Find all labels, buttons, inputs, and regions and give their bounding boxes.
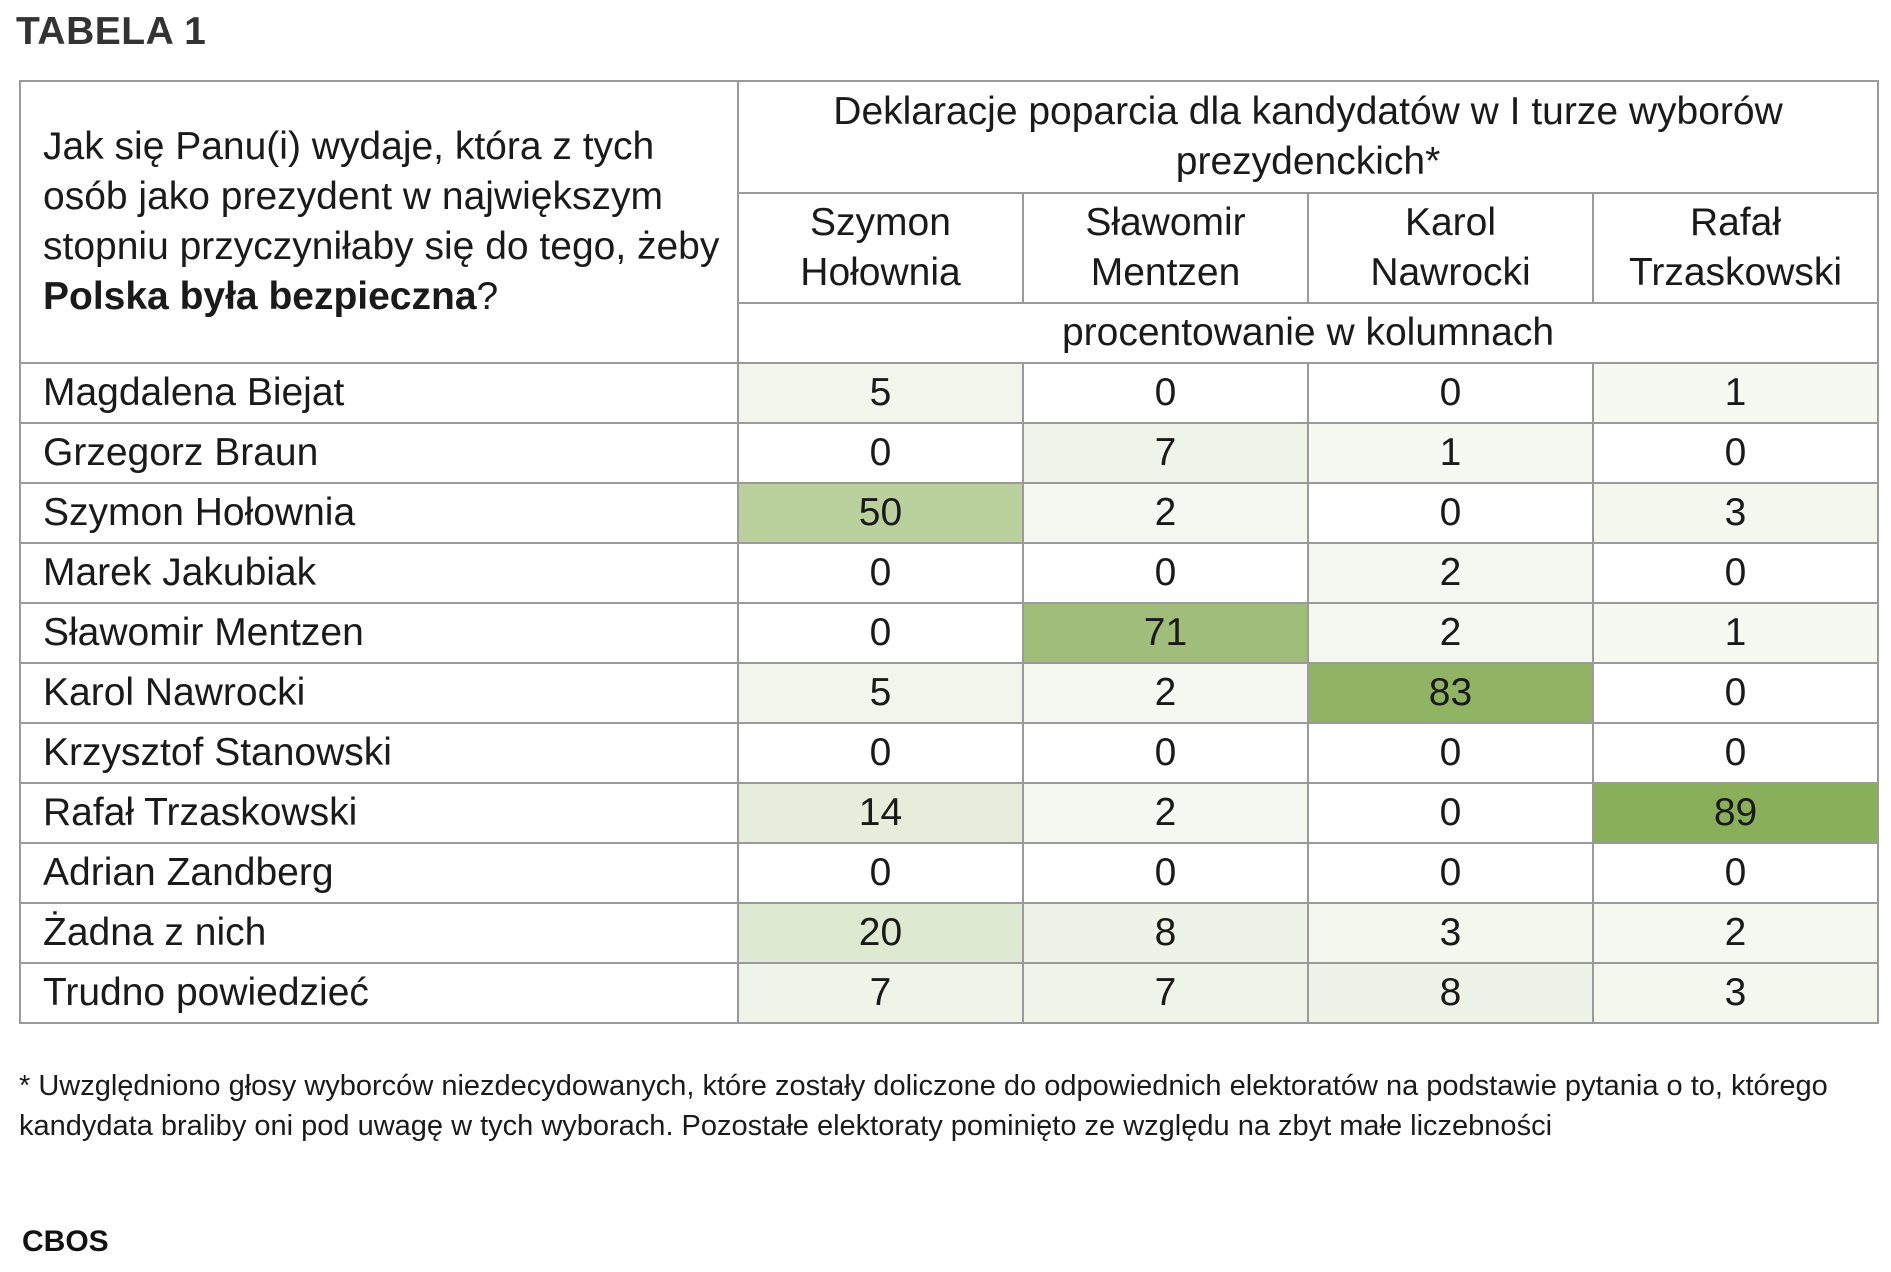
table-row: Trudno powiedzieć 7 7 8 3 xyxy=(19,962,1880,1024)
value-cell: 0 xyxy=(1591,662,1880,724)
row-label: Żadna z nich xyxy=(19,902,739,964)
value-cell: 0 xyxy=(1307,482,1594,544)
table-row: Karol Nawrocki 5 2 83 0 xyxy=(19,662,1880,724)
value-cell: 14 xyxy=(737,782,1024,844)
value-cell: 5 xyxy=(737,662,1024,724)
value-cell: 0 xyxy=(1591,842,1880,904)
column-header-line1: Sławomir xyxy=(1085,201,1246,244)
column-header: Szymon Hołownia xyxy=(737,192,1024,304)
table-row: Rafał Trzaskowski 14 2 0 89 xyxy=(19,782,1880,844)
value-cell: 89 xyxy=(1591,782,1880,844)
value-cell: 0 xyxy=(737,842,1024,904)
question-bold: Polska była bezpieczna xyxy=(43,275,477,318)
question-suffix: ? xyxy=(476,275,499,318)
row-label: Grzegorz Braun xyxy=(19,422,739,484)
row-label: Marek Jakubiak xyxy=(19,542,739,604)
value-cell: 0 xyxy=(1591,722,1880,784)
value-cell: 20 xyxy=(737,902,1024,964)
value-cell: 0 xyxy=(1591,422,1880,484)
value-cell: 50 xyxy=(737,482,1024,544)
table-row: Marek Jakubiak 0 0 2 0 xyxy=(19,542,1880,604)
value-cell: 1 xyxy=(1591,602,1880,664)
value-cell: 0 xyxy=(1022,542,1309,604)
row-label: Karol Nawrocki xyxy=(19,662,739,724)
row-label: Adrian Zandberg xyxy=(19,842,739,904)
column-header-line1: Szymon xyxy=(810,201,951,244)
table-row: Krzysztof Stanowski 0 0 0 0 xyxy=(19,722,1880,784)
value-cell: 8 xyxy=(1022,902,1309,964)
value-cell: 0 xyxy=(1022,842,1309,904)
value-cell: 7 xyxy=(1022,422,1309,484)
row-label: Magdalena Biejat xyxy=(19,362,739,424)
value-cell: 0 xyxy=(1022,722,1309,784)
data-table: Jak się Panu(i) wydaje, która z tych osó… xyxy=(19,80,1880,1024)
value-cell: 2 xyxy=(1022,782,1309,844)
table-row: Magdalena Biejat 5 0 0 1 xyxy=(19,362,1880,424)
question-text: Jak się Panu(i) wydaje, która z tych osó… xyxy=(43,125,720,268)
value-cell: 1 xyxy=(1591,362,1880,424)
value-cell: 2 xyxy=(1022,482,1309,544)
table-row: Grzegorz Braun 0 7 1 0 xyxy=(19,422,1880,484)
value-cell: 0 xyxy=(1307,842,1594,904)
value-cell: 7 xyxy=(737,962,1024,1024)
column-header-line1: Rafał xyxy=(1689,201,1782,244)
row-label: Trudno powiedzieć xyxy=(19,962,739,1024)
value-cell: 2 xyxy=(1307,602,1594,664)
value-cell: 2 xyxy=(1591,902,1880,964)
value-cell: 0 xyxy=(737,422,1024,484)
value-cell: 0 xyxy=(1307,362,1594,424)
value-cell: 3 xyxy=(1591,482,1880,544)
column-header-line2: Nawrocki xyxy=(1370,251,1531,294)
table-row: Sławomir Mentzen 0 71 2 1 xyxy=(19,602,1880,664)
column-header-line2: Trzaskowski xyxy=(1628,251,1843,294)
column-header-line2: Hołownia xyxy=(800,251,961,294)
value-cell: 3 xyxy=(1307,902,1594,964)
question-cell: Jak się Panu(i) wydaje, która z tych osó… xyxy=(19,80,739,364)
column-header-line1: Karol xyxy=(1404,201,1497,244)
row-label: Rafał Trzaskowski xyxy=(19,782,739,844)
header-main: Deklaracje poparcia dla kandydatów w I t… xyxy=(736,80,1880,194)
value-cell: 83 xyxy=(1307,662,1594,724)
value-cell: 8 xyxy=(1307,962,1594,1024)
table-title: TABELA 1 xyxy=(16,10,207,53)
value-cell: 0 xyxy=(737,542,1024,604)
value-cell: 0 xyxy=(1591,542,1880,604)
column-header: Rafał Trzaskowski xyxy=(1591,192,1880,304)
value-cell: 0 xyxy=(1307,782,1594,844)
column-header: Karol Nawrocki xyxy=(1307,192,1594,304)
header-unit: procentowanie w kolumnach xyxy=(736,302,1880,364)
column-header-line2: Mentzen xyxy=(1090,251,1241,294)
value-cell: 0 xyxy=(1307,722,1594,784)
source-label: CBOS xyxy=(22,1225,109,1258)
footnote: * Uwzględniono głosy wyborców niezdecydo… xyxy=(19,1070,1828,1142)
value-cell: 2 xyxy=(1307,542,1594,604)
table-row: Adrian Zandberg 0 0 0 0 xyxy=(19,842,1880,904)
row-label: Szymon Hołownia xyxy=(19,482,739,544)
value-cell: 2 xyxy=(1022,662,1309,724)
column-header: Sławomir Mentzen xyxy=(1022,192,1309,304)
value-cell: 71 xyxy=(1022,602,1309,664)
table-row: Żadna z nich 20 8 3 2 xyxy=(19,902,1880,964)
value-cell: 0 xyxy=(737,602,1024,664)
value-cell: 3 xyxy=(1591,962,1880,1024)
value-cell: 1 xyxy=(1307,422,1594,484)
value-cell: 0 xyxy=(1022,362,1309,424)
value-cell: 5 xyxy=(737,362,1024,424)
row-label: Krzysztof Stanowski xyxy=(19,722,739,784)
value-cell: 0 xyxy=(737,722,1024,784)
table-row: Szymon Hołownia 50 2 0 3 xyxy=(19,482,1880,544)
row-label: Sławomir Mentzen xyxy=(19,602,739,664)
value-cell: 7 xyxy=(1022,962,1309,1024)
